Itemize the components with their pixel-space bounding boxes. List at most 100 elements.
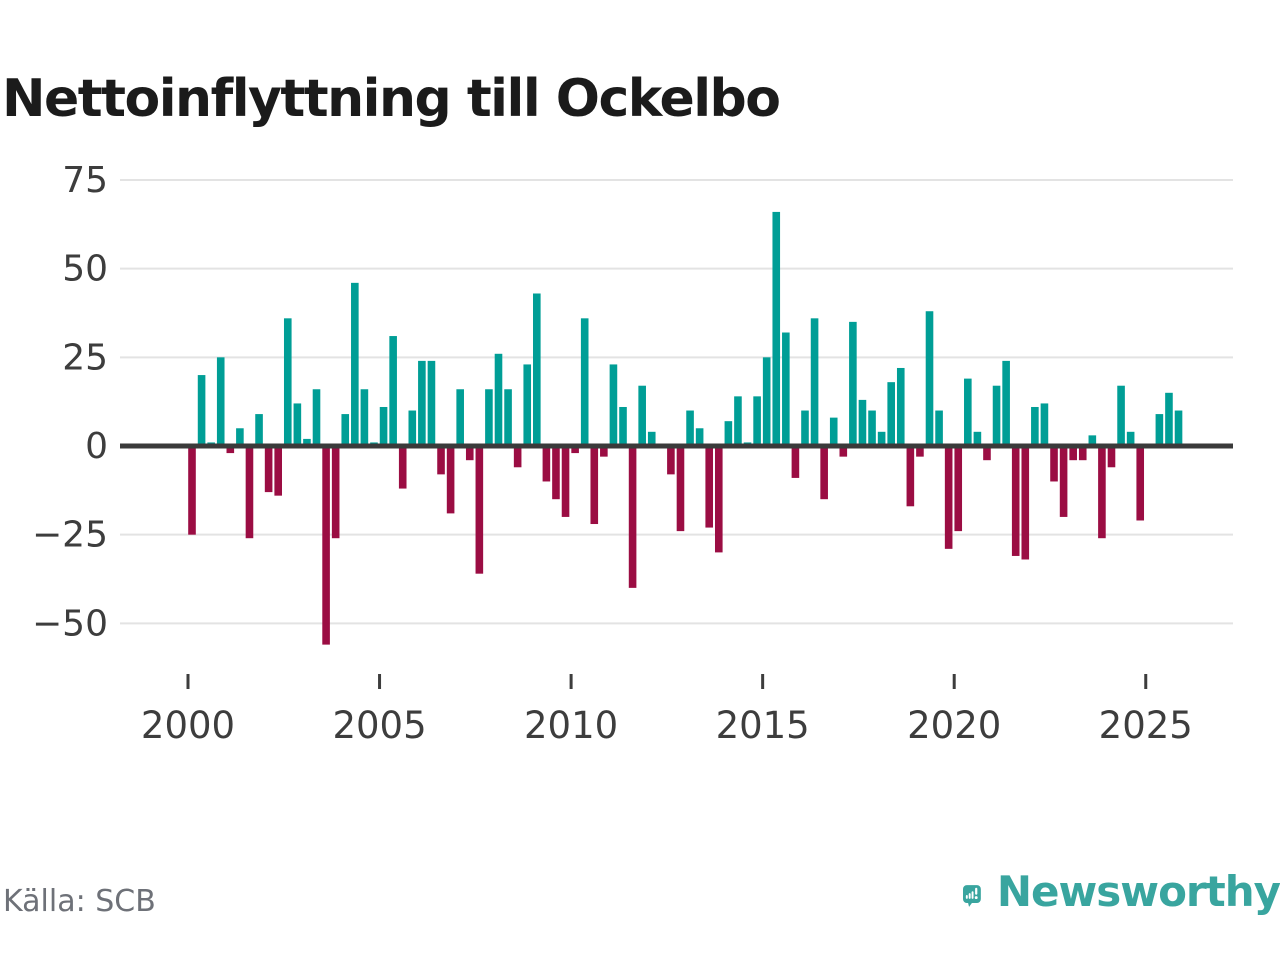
bar — [695, 428, 704, 446]
x-axis-tick-label: 2015 — [716, 704, 810, 747]
bar — [236, 428, 244, 446]
bar — [303, 438, 311, 446]
bar — [331, 446, 340, 539]
bar — [877, 431, 886, 446]
y-axis-tick-label: −50 — [32, 603, 108, 644]
bar — [1126, 431, 1135, 446]
bar — [1088, 435, 1097, 446]
bar — [255, 414, 263, 446]
bar — [973, 431, 982, 446]
y-axis-tick-label: 75 — [62, 160, 108, 201]
bar — [561, 446, 570, 517]
bar — [628, 446, 637, 588]
x-axis-tick-label: 2025 — [1099, 704, 1193, 747]
bar — [1165, 392, 1173, 446]
bar — [245, 446, 254, 539]
bar — [293, 403, 302, 446]
bar — [619, 406, 627, 446]
bar — [427, 360, 436, 446]
bar — [283, 318, 292, 446]
bar — [734, 396, 742, 446]
bar — [456, 389, 464, 446]
bar — [312, 389, 321, 446]
bar — [916, 446, 924, 457]
bar — [906, 446, 915, 507]
bar — [523, 364, 532, 446]
x-axis-tick-label: 2000 — [141, 704, 235, 747]
bar — [1002, 360, 1010, 446]
bar — [408, 410, 417, 446]
bar — [542, 446, 551, 482]
bar — [1031, 406, 1039, 446]
bar — [1040, 403, 1049, 446]
bar — [829, 417, 838, 446]
bar — [782, 332, 790, 446]
bar — [1059, 446, 1068, 517]
bar — [418, 360, 426, 446]
bar — [437, 446, 445, 475]
bar — [197, 375, 206, 446]
bar — [1136, 446, 1145, 521]
bar — [1011, 446, 1020, 556]
x-axis-tick-label: 2020 — [907, 704, 1001, 747]
bar — [762, 357, 771, 446]
bar — [494, 353, 503, 446]
y-axis-tick-label: 50 — [62, 249, 108, 290]
bar — [772, 211, 781, 446]
speech-bubble-bar-chart-icon — [963, 885, 981, 907]
bar — [533, 293, 541, 446]
bar — [638, 385, 646, 446]
bar — [992, 385, 1001, 446]
bar — [820, 446, 828, 500]
bar — [216, 357, 225, 446]
bar — [954, 446, 963, 532]
bar — [552, 446, 560, 500]
bar — [1174, 410, 1183, 446]
bar — [379, 406, 388, 446]
bar — [1117, 385, 1125, 446]
bar — [485, 389, 493, 446]
bar — [590, 446, 599, 525]
bar — [264, 446, 273, 493]
bar — [849, 321, 857, 446]
bar — [360, 389, 369, 446]
bar — [714, 446, 723, 553]
bar — [810, 318, 819, 446]
y-axis-tick-label: 25 — [62, 337, 108, 378]
bar — [724, 421, 733, 446]
bar — [858, 399, 867, 446]
brand-name: Newsworthy — [996, 867, 1280, 916]
bar — [868, 410, 876, 446]
x-axis-tick-label: 2005 — [332, 704, 426, 747]
bar — [935, 410, 943, 446]
bar — [351, 282, 359, 446]
y-axis-tick-label: −25 — [32, 515, 108, 556]
bar — [676, 446, 685, 532]
bar — [571, 446, 579, 454]
bar — [839, 446, 848, 457]
bar — [389, 336, 397, 446]
bar — [322, 446, 330, 645]
chart-title: Nettoinflyttning till Ockelbo — [2, 68, 781, 129]
bar — [1069, 446, 1077, 461]
bar — [188, 446, 196, 535]
bar — [925, 311, 934, 446]
bar — [983, 446, 991, 461]
bar — [513, 446, 522, 468]
newsworthy-logo: Newsworthy — [963, 862, 1280, 934]
bar — [446, 446, 455, 514]
bar — [1021, 446, 1030, 560]
bar — [1107, 446, 1116, 468]
bar — [887, 382, 895, 446]
bar — [475, 446, 484, 574]
bar — [609, 364, 618, 446]
bar — [580, 318, 589, 446]
bar — [647, 431, 656, 446]
x-axis-tick-label: 2010 — [524, 704, 618, 747]
y-axis-tick-label: 0 — [85, 426, 108, 467]
bar — [705, 446, 714, 528]
bar — [274, 446, 282, 496]
bar — [667, 446, 675, 475]
bar — [791, 446, 800, 478]
